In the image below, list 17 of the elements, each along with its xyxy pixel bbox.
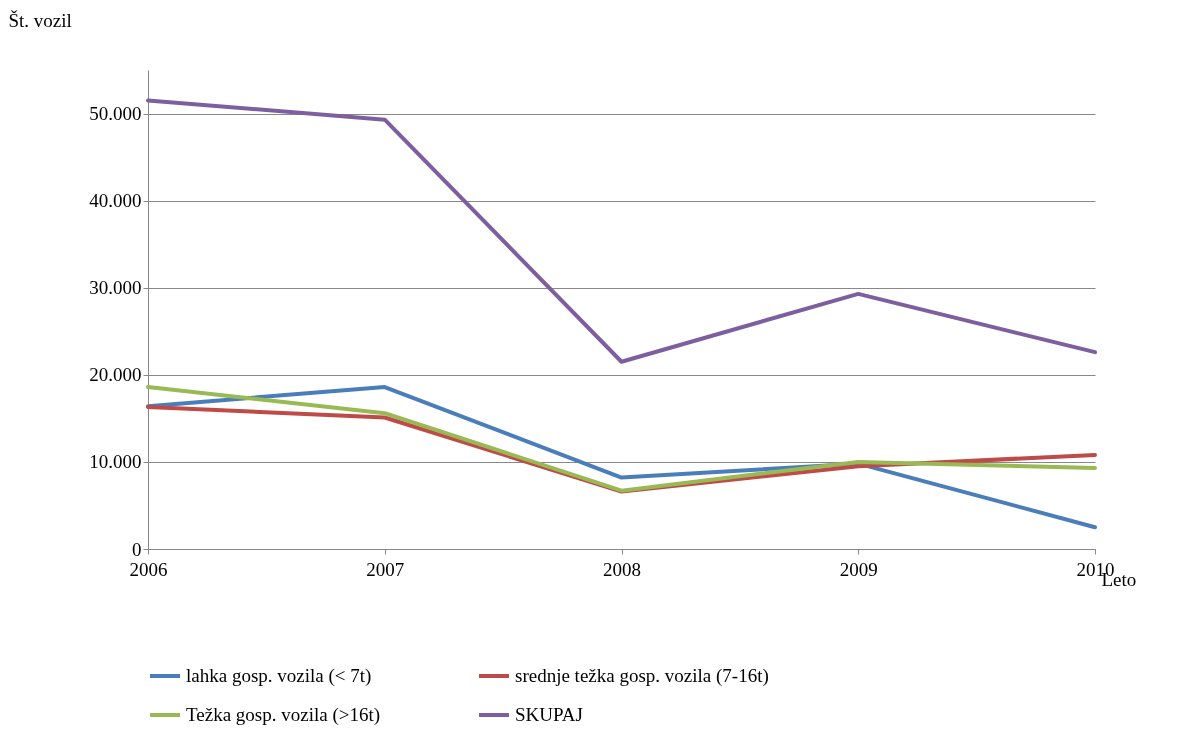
x-tick-label: 2008 (603, 558, 641, 580)
y-tick-label: 50.000 (89, 103, 142, 125)
x-tick-label: 2009 (839, 558, 878, 580)
y-tick-label: 30.000 (89, 277, 142, 299)
y-tick-label: 20.000 (89, 364, 142, 386)
legend-label: Težka gosp. vozila (>16t) (186, 704, 381, 726)
y-tick-label: 0 (132, 538, 142, 560)
legend-label: SKUPAJ (515, 704, 583, 725)
y-tick-label: 10.000 (89, 451, 142, 473)
legend-label: srednje težka gosp. vozila (7-16t) (515, 665, 769, 687)
x-tick-label: 2007 (366, 558, 405, 580)
x-tick-label: 2006 (129, 558, 168, 580)
line-series (146, 98, 1097, 364)
line-series (146, 385, 1097, 493)
legend-label: lahka gosp. vozila (< 7t) (186, 665, 372, 687)
y-axis-title: Št. vozil (8, 9, 72, 31)
y-tick-label: 40.000 (89, 190, 142, 212)
